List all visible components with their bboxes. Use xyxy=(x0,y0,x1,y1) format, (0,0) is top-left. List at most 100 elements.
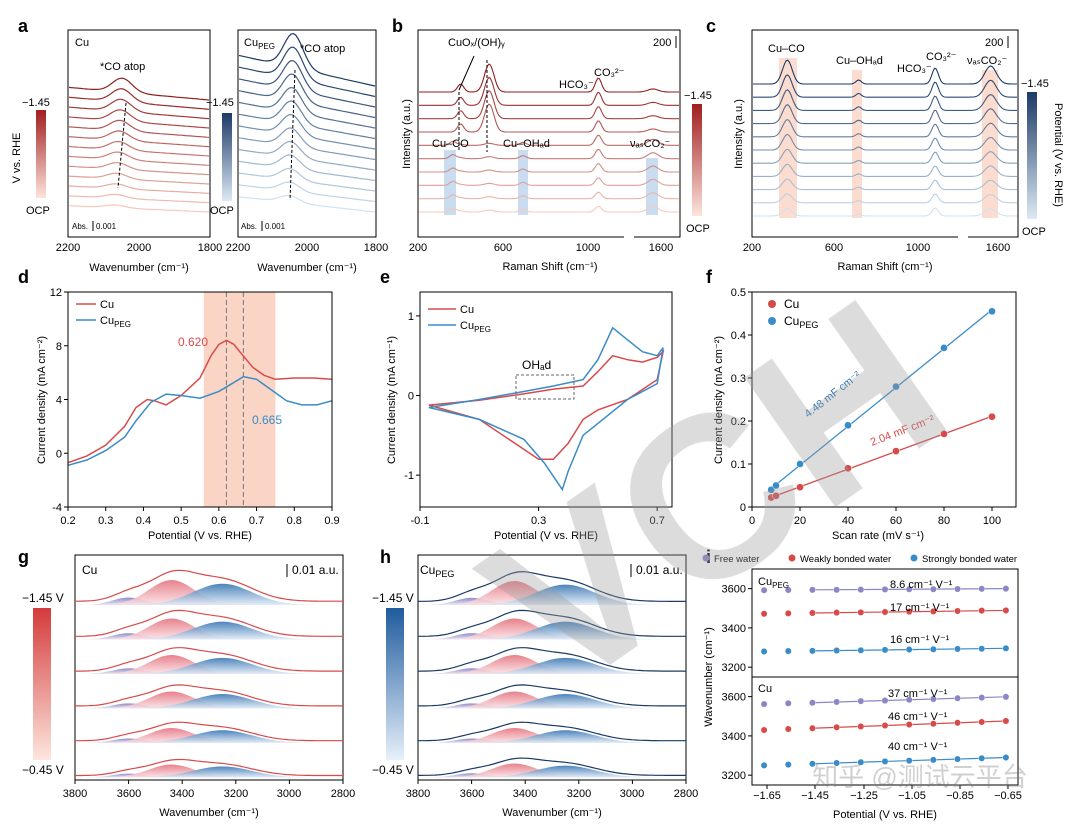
raman-spectrum xyxy=(753,207,1017,217)
panel-letter-d: d xyxy=(18,267,29,287)
y-tick-label: 3600 xyxy=(722,584,746,596)
y-tick-label: 3400 xyxy=(722,731,746,743)
panel-h-top: −1.45 V xyxy=(372,591,414,605)
data-point-Strongly bonded water xyxy=(905,757,913,765)
strong-water-component xyxy=(418,694,686,709)
panel-b-frame xyxy=(417,29,681,238)
data-point-Free water xyxy=(978,694,986,702)
y-tick-label: 0 xyxy=(56,448,62,460)
h-xtick-3200: 3200 xyxy=(567,788,591,800)
ftir-spectrum xyxy=(238,32,376,87)
ftir-spectrum xyxy=(238,154,376,182)
y-tick-label: 0 xyxy=(740,502,746,514)
strong-water-component xyxy=(75,730,343,743)
data-point-CuPEG xyxy=(844,421,852,430)
total-fit-envelope xyxy=(418,721,686,742)
data-point-Weakly bonded water xyxy=(881,608,889,616)
raman-spectrum xyxy=(753,59,1017,85)
total-fit-envelope xyxy=(75,609,343,637)
data-point-Weakly bonded water xyxy=(809,724,816,732)
ftir-spectrum xyxy=(238,86,376,129)
panel-a-cu-label: Cu xyxy=(75,37,89,49)
panel-b-ann-cuco: Cu–CO xyxy=(432,138,469,150)
weak-water-component xyxy=(418,618,686,640)
panel-h-colorbar xyxy=(386,608,404,760)
panel-a: Cu CuPEG *CO atop *CO atop Abs. 0.001 Ab… xyxy=(11,29,388,274)
data-point-Free water xyxy=(784,699,792,707)
x-tick-label: 0.6 xyxy=(211,515,226,527)
a-left-xtick-2000: 2000 xyxy=(127,242,151,254)
panel-c-cb-bottom: OCP xyxy=(1022,226,1046,238)
data-point-Free water xyxy=(881,586,889,593)
raman-spectrum xyxy=(753,89,1017,111)
h-xtick-3000: 3000 xyxy=(620,788,644,800)
panel-i-top-slope-weak: 17 cm⁻¹ V⁻¹ xyxy=(890,602,950,614)
panel-b-ann-cuox: CuOₓ/(OH)ᵧ xyxy=(448,37,505,49)
weak-water-component xyxy=(75,580,343,605)
data-point-Free water xyxy=(954,585,961,593)
panel-a-red-colorbar xyxy=(36,110,46,198)
panel-b-axis-break xyxy=(624,226,634,240)
panel-f-legend-peg: CuPEG xyxy=(784,314,818,330)
i-xtick-6: −0.65 xyxy=(994,790,1022,802)
panel-letter-h: h xyxy=(380,547,391,567)
y-tick-label: 0.2 xyxy=(731,416,746,428)
data-point-Weakly bonded water xyxy=(929,608,937,615)
i-xtick-5: −0.85 xyxy=(946,790,974,802)
raman-spectrum xyxy=(753,193,1017,204)
panel-f-legend-cu: Cu xyxy=(784,297,799,311)
x-tick-label: 0.8 xyxy=(287,515,302,527)
panel-e: -0.1 0.3 0.7 -1 0 1 OHₐd Cu CuPEG Potential (… xyxy=(386,291,673,542)
y-tick-label: 8 xyxy=(56,341,62,353)
data-point-Strongly bonded water xyxy=(929,756,937,764)
data-point-Strongly bonded water xyxy=(760,648,768,655)
data-point-CuPEG xyxy=(767,485,776,494)
data-point-Free water xyxy=(929,585,937,593)
panel-i-bottom-slope-strong: 40 cm⁻¹ V⁻¹ xyxy=(888,741,948,753)
y-tick-label: 4 xyxy=(56,395,62,407)
data-point-Cu xyxy=(772,491,780,500)
data-point-Free water xyxy=(978,585,986,593)
data-point-Cu xyxy=(796,483,804,492)
data-point-Weakly bonded water xyxy=(784,725,792,733)
x-tick-label: 0 xyxy=(749,515,755,527)
panel-a-cupeg-label: CuPEG xyxy=(244,37,275,51)
panel-g-colorbar xyxy=(33,608,51,760)
strong-water-component xyxy=(418,730,686,743)
raman-spectrum xyxy=(753,163,1017,177)
cv-curve-CuPEG xyxy=(428,326,664,492)
panel-i-top-slope-strong: 16 cm⁻¹ V⁻¹ xyxy=(890,634,950,646)
x-tick-label: 0.7 xyxy=(249,515,264,527)
data-point-Free water xyxy=(905,696,913,704)
raman-spectrum xyxy=(419,89,679,120)
total-fit-envelope xyxy=(75,684,343,707)
data-point-Weakly bonded water xyxy=(978,607,986,615)
panel-c-colorbar xyxy=(1027,92,1037,219)
h-xtick-3400: 3400 xyxy=(513,788,537,800)
x-tick-label: 0.3 xyxy=(531,515,546,527)
data-point-Strongly bonded water xyxy=(760,761,768,769)
data-point-Strongly bonded water xyxy=(978,645,986,653)
data-point-Strongly bonded water xyxy=(857,646,865,654)
panel-h: CuPEG 0.01 a.u. −1.45 V −0.45 V 3800 360… xyxy=(372,554,698,819)
data-point-Weakly bonded water xyxy=(833,723,841,731)
panel-i-xlabel: Potential (V vs. RHE) xyxy=(833,809,937,821)
panel-c-ann-hco3: HCO₃⁻ xyxy=(897,63,932,75)
panel-f-xlabel: Scan rate (mV s⁻¹) xyxy=(832,530,924,542)
ftir-spectrum xyxy=(238,127,376,161)
panel-e-ann-oh: OHₐd xyxy=(522,358,551,372)
data-point-Weakly bonded water xyxy=(760,610,768,618)
data-point-Weakly bonded water xyxy=(784,609,792,617)
c-xtick-1000: 1000 xyxy=(906,242,930,254)
panel-a-blue-cb-bottom: OCP xyxy=(210,205,234,217)
panel-i-bottom-slope-weak: 46 cm⁻¹ V⁻¹ xyxy=(888,711,948,723)
data-point-Free water xyxy=(1002,693,1010,701)
panel-i-legend-weak-marker xyxy=(788,554,796,562)
panel-a-blue-colorbar xyxy=(222,113,232,201)
data-point-Weakly bonded water xyxy=(809,609,816,617)
x-tick-label: -0.1 xyxy=(411,515,430,527)
panel-c-ann-vas: νₐₛCO₂⁻ xyxy=(967,55,1007,67)
panel-b-cb-bottom: OCP xyxy=(686,223,710,235)
panel-h-scale: 0.01 a.u. xyxy=(636,563,683,577)
panel-e-ylabel: Current density (mA cm⁻¹) xyxy=(386,336,398,464)
